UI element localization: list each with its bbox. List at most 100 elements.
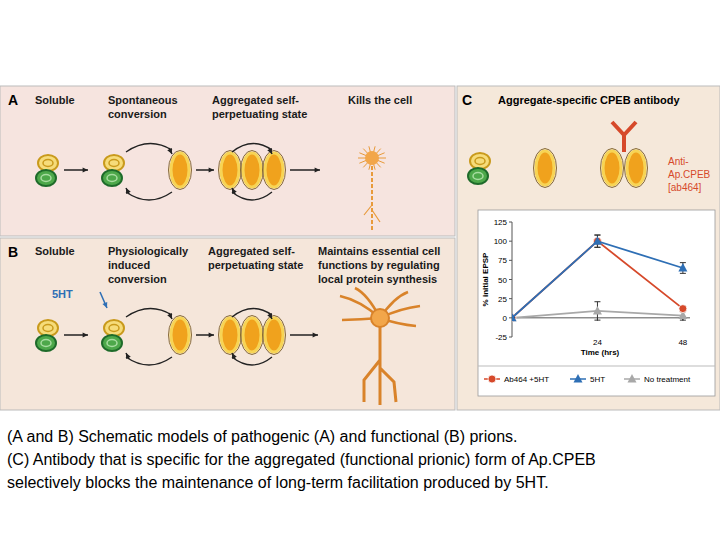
aggregate-outline [263,316,286,355]
protein-domain [36,335,56,351]
y-tick-label: 0 [503,314,508,323]
y-tick-label: 25 [498,295,507,304]
aggregate-outline [219,151,242,190]
y-tick-label: 100 [494,237,508,246]
panel-header: functions by regulating [318,259,440,271]
y-tick-label: 50 [498,276,507,285]
aggregate [536,151,554,185]
aggregate-outline [241,316,264,355]
neuron-axon [371,166,373,232]
arrow-head [232,353,237,359]
panel-letter: B [8,244,18,260]
legend-marker [628,374,637,383]
point [593,236,602,245]
protein-domain [38,155,58,171]
protein-domain [104,155,124,171]
cycle-arrow [126,357,172,365]
antibody-label: Ap.CPEB [668,169,711,180]
arrow-head [267,148,272,154]
legend: Ab464 +5HT5HTNo treatment [478,366,715,384]
protein-domain [38,320,58,336]
legend-rule [478,366,715,367]
arrow-head [126,188,131,194]
protein-coil [109,325,119,332]
panel-header: perpetuating state [212,108,307,120]
panel-header: Kills the cell [348,94,412,106]
panel-header: Aggregate-specific CPEB antibody [498,94,680,106]
point [679,305,687,313]
protein-domain [36,170,56,186]
x-tick-label: 24 [593,338,602,347]
cycle-arrow [232,308,272,317]
caption-line: (A and B) Schematic models of pathogenic… [7,428,517,445]
series-line [512,241,683,318]
stimulus-label: 5HT [52,288,73,300]
y-tick-label: -25 [495,333,507,342]
y-tick [509,222,512,223]
protein-domain [102,170,122,186]
y-tick [509,337,512,338]
protein-coil [109,160,119,167]
panel-header: conversion [108,108,167,120]
aggregate [265,153,283,187]
protein-coil [107,340,117,347]
aggregate-outline [219,316,242,355]
protein-coil [43,325,53,332]
legend-label: Ab464 +5HT [504,375,549,384]
aggregate-outline [263,151,286,190]
protein-domain [104,320,124,336]
arrow-head [209,167,214,172]
aggregate-outline [534,149,557,188]
legend-marker [488,375,496,383]
protein-coil [475,158,485,165]
panel-letter: A [8,92,18,108]
aggregate [265,318,283,352]
arrow-head [83,167,88,172]
aggregate [221,153,239,187]
panel-header: conversion [108,273,167,285]
panel-c-bg [457,86,720,410]
panel-header: Aggregated self- [208,245,295,257]
protein-domain [470,153,490,169]
arrow-head [313,332,318,337]
y-tick [509,241,512,242]
antibody-label: [ab464] [668,182,702,193]
legend-marker [574,374,583,383]
aggregate [171,318,189,352]
antibody-label: Anti- [668,156,689,167]
panel-header: Aggregated self- [212,94,299,106]
panel-header: Soluble [35,94,75,106]
arrow-head [232,188,237,194]
caption-line: (C) Antibody that is specific for the ag… [7,451,596,468]
panel-header: Physiologically [108,245,189,257]
aggregate-outline [241,151,264,190]
x-tick-label: 48 [678,338,687,347]
aggregate [221,318,239,352]
panel-header: Maintains essential cell [318,245,440,257]
neuron-branch [364,205,380,222]
aggregate [243,318,261,352]
point [593,306,602,315]
x-axis [512,317,690,318]
protein-domain [468,168,488,184]
protein-coil [43,160,53,167]
figure: A Soluble Spontaneous conversion Aggregated … [0,0,720,540]
antibody [612,122,636,152]
panel-header: local protein synthesis [318,273,437,285]
panel-header: Spontaneous [108,94,178,106]
cycle-arrow [232,143,272,152]
arrow-head [315,167,320,172]
panel-header: Soluble [35,245,75,257]
protein-domain [102,335,122,351]
y-tick [509,279,512,280]
y-tick [509,317,512,318]
arrow-head [267,313,272,319]
neuron-body [365,151,379,165]
point [512,313,517,322]
error-bar [680,306,686,312]
aggregate [603,151,621,185]
arrow-head [83,332,88,337]
aggregate [243,153,261,187]
y-tick-label: 75 [498,256,507,265]
y-tick-label: 125 [494,218,508,227]
